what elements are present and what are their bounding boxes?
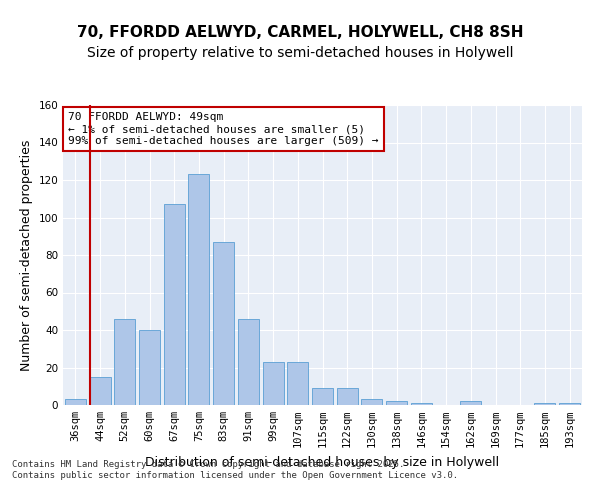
Bar [312,388,333,405]
Y-axis label: Number of semi-detached properties: Number of semi-detached properties [20,140,33,370]
Bar [238,319,259,405]
Text: Contains HM Land Registry data © Crown copyright and database right 2025.
Contai: Contains HM Land Registry data © Crown c… [12,460,458,479]
Bar [188,174,209,405]
Text: 70 FFORDD AELWYD: 49sqm
← 1% of semi-detached houses are smaller (5)
99% of semi: 70 FFORDD AELWYD: 49sqm ← 1% of semi-det… [68,112,379,146]
Bar [337,388,358,405]
Bar [460,401,481,405]
Bar [89,377,110,405]
Bar [213,242,234,405]
Bar [361,400,382,405]
Text: Size of property relative to semi-detached houses in Holywell: Size of property relative to semi-detach… [87,46,513,60]
Bar [114,319,135,405]
Bar [559,403,580,405]
Bar [386,401,407,405]
Bar [65,400,86,405]
Bar [263,362,284,405]
Bar [535,403,556,405]
X-axis label: Distribution of semi-detached houses by size in Holywell: Distribution of semi-detached houses by … [145,456,500,468]
Bar [164,204,185,405]
Bar [287,362,308,405]
Text: 70, FFORDD AELWYD, CARMEL, HOLYWELL, CH8 8SH: 70, FFORDD AELWYD, CARMEL, HOLYWELL, CH8… [77,25,523,40]
Bar [139,330,160,405]
Bar [411,403,432,405]
